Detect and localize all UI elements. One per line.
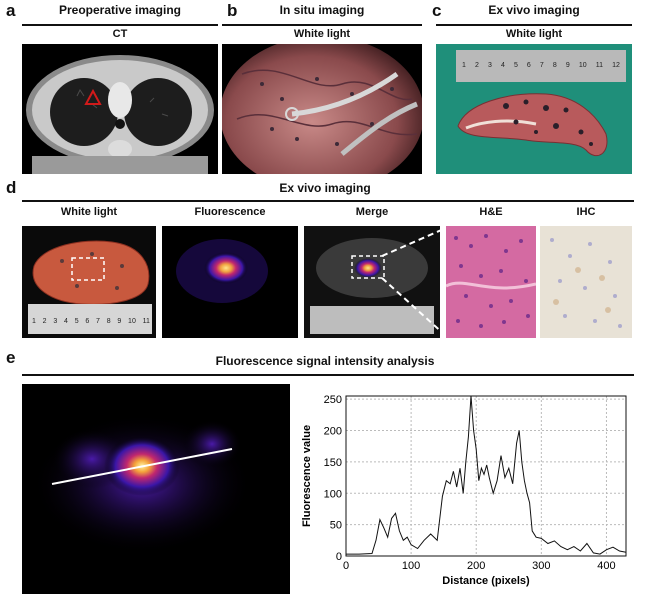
ruler-d-tick-10: 10 [128, 318, 136, 325]
ruler-d-tick-8: 8 [106, 318, 111, 325]
ruler: 1 2 3 4 5 6 7 8 9 10 11 12 [456, 50, 626, 82]
panel-d-rule [22, 200, 634, 202]
lesion-marker-icon [84, 88, 102, 105]
panel-b-letter: b [227, 1, 238, 20]
panel-e-letter: e [6, 348, 16, 367]
panel-c-title: Ex vivo imaging [488, 3, 580, 17]
x-tick-label: 100 [402, 560, 420, 572]
col-white-light-label: White light [60, 206, 118, 218]
ruler-d-tick-7: 7 [96, 318, 100, 325]
panel-b-subtitle: White light [293, 28, 351, 40]
col-merge-label: Merge [355, 206, 389, 218]
y-tick-label: 50 [330, 520, 342, 532]
ruler-c-tick-9: 9 [565, 62, 570, 69]
ct-scan-image [22, 44, 218, 174]
fluorescence-profile-chart: 0 50 100 150 200 250 0 100 200 300 400 Distance (… [301, 394, 627, 587]
ruler-d-tick-3: 3 [53, 318, 58, 325]
y-tick-label: 150 [324, 457, 342, 469]
x-tick-label: 400 [597, 560, 615, 572]
fluorescence-profile-image [22, 384, 290, 594]
y-axis-label: Fluorescence value [301, 425, 313, 527]
ruler-d-tick-1: 1 [32, 318, 36, 325]
panel-d-letter: d [6, 178, 17, 197]
ruler-c-tick-1: 1 [462, 62, 466, 69]
ruler-c-tick-12: 12 [612, 62, 620, 69]
ruler-c-tick-4: 4 [500, 62, 505, 69]
x-axis-ticks: 0 100 200 300 400 [343, 560, 616, 572]
panel-e-title: Fluorescence signal intensity analysis [215, 354, 435, 368]
panel-a-rule [22, 24, 218, 26]
panel-c-rule [436, 24, 632, 26]
ruler-d-tick-11: 11 [142, 318, 150, 325]
panel-a-letter: a [6, 1, 16, 20]
y-tick-label: 0 [336, 551, 342, 563]
ihc-stain-image [540, 226, 632, 338]
ruler-c-tick-5: 5 [513, 62, 518, 69]
ruler-d-tick-6: 6 [85, 318, 90, 325]
y-axis-ticks: 0 50 100 150 200 250 [324, 394, 342, 563]
ruler-c-tick-3: 3 [487, 62, 492, 69]
panel-c-subtitle: White light [505, 28, 563, 40]
ruler-d-tick-4: 4 [64, 318, 68, 325]
panel-b-rule [222, 24, 422, 26]
panel-c-letter: c [432, 1, 442, 20]
series-line [346, 395, 627, 555]
col-fluorescence-label: Fluorescence [194, 206, 266, 218]
fluorescence-image [162, 226, 298, 338]
profile-line [51, 448, 233, 485]
in-situ-lung-image [222, 44, 422, 174]
y-tick-label: 250 [324, 394, 342, 406]
panel-a-subtitle: CT [112, 28, 128, 40]
panel-a-title: Preoperative imaging [58, 3, 182, 17]
white-light-specimen-image: 1 2 3 4 5 6 7 8 9 10 11 [22, 226, 156, 338]
he-stain-image [446, 226, 536, 338]
col-he-label: H&E [479, 206, 503, 218]
merge-image [304, 226, 440, 338]
y-tick-label: 100 [324, 488, 342, 500]
chart-grid [345, 396, 626, 557]
ruler-d-tick-9: 9 [117, 318, 122, 325]
ex-vivo-specimen-image: 1 2 3 4 5 6 7 8 9 10 11 12 [436, 44, 632, 174]
col-ihc-label: IHC [576, 206, 596, 218]
chart-frame [345, 395, 627, 557]
ruler-c-tick-11: 11 [595, 62, 604, 69]
x-tick-label: 0 [343, 560, 349, 572]
ruler-c-tick-7: 7 [539, 62, 544, 69]
x-tick-label: 200 [467, 560, 485, 572]
x-tick-label: 300 [532, 560, 550, 572]
ruler-c-tick-8: 8 [552, 62, 557, 69]
panel-d-title: Ex vivo imaging [279, 181, 371, 195]
zoom-connector [381, 227, 447, 337]
ruler-d-tick-5: 5 [74, 318, 79, 325]
panel-b-title: In situ imaging [279, 3, 365, 17]
panel-e-rule [22, 374, 634, 376]
y-tick-label: 200 [324, 426, 342, 438]
x-axis-label: Distance (pixels) [442, 575, 530, 587]
ruler-c-tick-10: 10 [578, 62, 587, 69]
ruler-c-tick-2: 2 [474, 62, 479, 69]
ruler-d-tick-2: 2 [42, 318, 47, 325]
ruler-c-tick-6: 6 [526, 62, 531, 69]
